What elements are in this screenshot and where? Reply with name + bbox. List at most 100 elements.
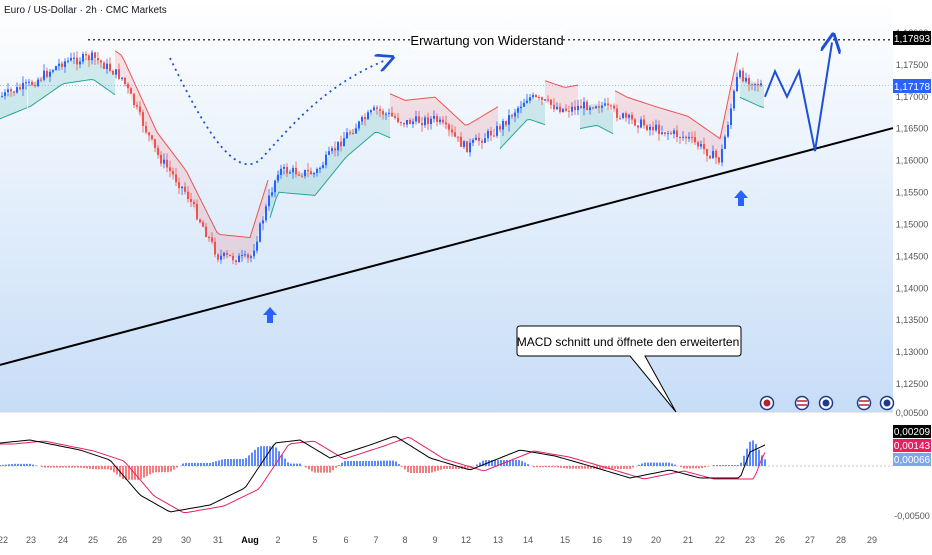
candle-body	[10, 89, 12, 92]
candle-body	[199, 219, 201, 223]
macd-histogram-bar	[590, 466, 592, 469]
macd-histogram-bar	[176, 466, 178, 468]
macd-histogram-bar	[284, 458, 286, 466]
macd-histogram-bar	[734, 465, 736, 466]
macd-histogram-bar	[515, 460, 517, 466]
time-axis-area[interactable]	[0, 530, 932, 550]
support-trendline[interactable]	[0, 127, 894, 366]
candle-body	[250, 256, 252, 258]
macd-histogram-bar	[11, 464, 13, 466]
time-tick-label: 23	[745, 535, 755, 545]
macd-histogram-bar	[647, 462, 649, 466]
candle-body	[256, 241, 258, 251]
candle-body	[145, 126, 147, 133]
candle-body	[76, 57, 78, 65]
macd-histogram-bar	[251, 452, 253, 466]
candle-body	[394, 116, 396, 118]
time-tick-label: 16	[592, 535, 602, 545]
macd-histogram-bar	[596, 466, 598, 469]
candle-body	[436, 115, 438, 122]
expected-move-arc[interactable]	[169, 58, 386, 166]
candle-body	[34, 85, 36, 87]
supertrend-fill	[270, 110, 390, 218]
macd-histogram-bar	[74, 466, 76, 468]
symbol-title[interactable]: Euro / US-Dollar · 2h · CMC Markets	[4, 5, 167, 16]
candle-body	[550, 99, 552, 105]
candle-body	[700, 144, 702, 147]
candle-body	[229, 254, 231, 256]
candle-body	[499, 126, 501, 130]
macd-histogram-bar	[653, 462, 655, 466]
buy-arrow-icon	[734, 190, 748, 206]
time-tick-label: 20	[651, 535, 661, 545]
candle-body	[388, 112, 390, 114]
price-tick-label: 1,14000	[896, 283, 929, 293]
flag-icon[interactable]	[818, 395, 834, 411]
candle-body	[676, 130, 678, 138]
candle-body	[235, 260, 237, 263]
candle-body	[673, 130, 675, 134]
candle-body	[106, 63, 108, 69]
macd-histogram-bar	[488, 460, 490, 466]
macd-histogram-bar	[323, 466, 325, 473]
macd-histogram-bar	[56, 466, 58, 468]
macd-histogram-bar	[674, 464, 676, 466]
macd-callout[interactable]: MACD schnitt und öffnete den erweiterten	[516, 325, 742, 413]
macd-histogram-bar	[620, 466, 622, 469]
macd-histogram-bar	[71, 466, 73, 468]
candle-body	[760, 83, 762, 86]
macd-histogram-bar	[308, 466, 310, 470]
macd-histogram-bar	[761, 455, 763, 466]
macd-histogram-bar	[128, 466, 130, 480]
candle-body	[268, 195, 270, 207]
macd-histogram-bar	[194, 462, 196, 466]
macd-histogram-bar	[704, 466, 706, 468]
macd-histogram-bar	[539, 466, 541, 468]
time-tick-label: 31	[213, 535, 223, 545]
candle-body	[538, 97, 540, 99]
forecast-path[interactable]	[764, 43, 832, 152]
candle-body	[346, 132, 348, 139]
candle-body	[169, 167, 171, 172]
macd-histogram-bar	[464, 466, 466, 469]
time-tick-label: 19	[622, 535, 632, 545]
candle-body	[226, 252, 228, 255]
macd-histogram-bar	[167, 466, 169, 473]
candle-body	[223, 252, 225, 256]
candle-body	[733, 90, 735, 109]
candle-body	[625, 113, 627, 118]
macd-histogram-bar	[389, 460, 391, 466]
candle-body	[535, 95, 537, 98]
macd-histogram-bar	[20, 463, 22, 466]
candle-body	[739, 70, 741, 77]
candle-body	[421, 122, 423, 126]
candle-body	[43, 70, 45, 80]
macd-histogram-bar	[338, 465, 340, 466]
macd-histogram-bar	[452, 466, 454, 469]
macd-histogram-bar	[521, 461, 523, 466]
macd-histogram-bar	[104, 466, 106, 470]
flag-icon[interactable]	[759, 395, 775, 411]
time-tick-label: 14	[523, 535, 533, 545]
macd-histogram-bar	[563, 466, 565, 469]
candle-body	[238, 255, 240, 263]
time-tick-label: 27	[805, 535, 815, 545]
candle-body	[157, 147, 159, 155]
event-icons[interactable]	[759, 395, 895, 411]
macd-histogram-bar	[95, 466, 97, 470]
price-tick-label: 1,15000	[896, 219, 929, 229]
macd-histogram-bar	[299, 463, 301, 466]
macd-histogram-bar	[266, 446, 268, 466]
candle-body	[373, 107, 375, 111]
candle-body	[685, 136, 687, 139]
flag-icon[interactable]	[879, 395, 895, 411]
macd-histogram-bar	[239, 458, 241, 466]
candle-body	[271, 192, 273, 196]
flag-icon[interactable]	[794, 395, 810, 411]
macd-histogram-bar	[377, 460, 379, 466]
macd-histogram-bar	[227, 458, 229, 466]
macd-histogram-bar	[602, 466, 604, 469]
flag-icon[interactable]	[856, 395, 872, 411]
